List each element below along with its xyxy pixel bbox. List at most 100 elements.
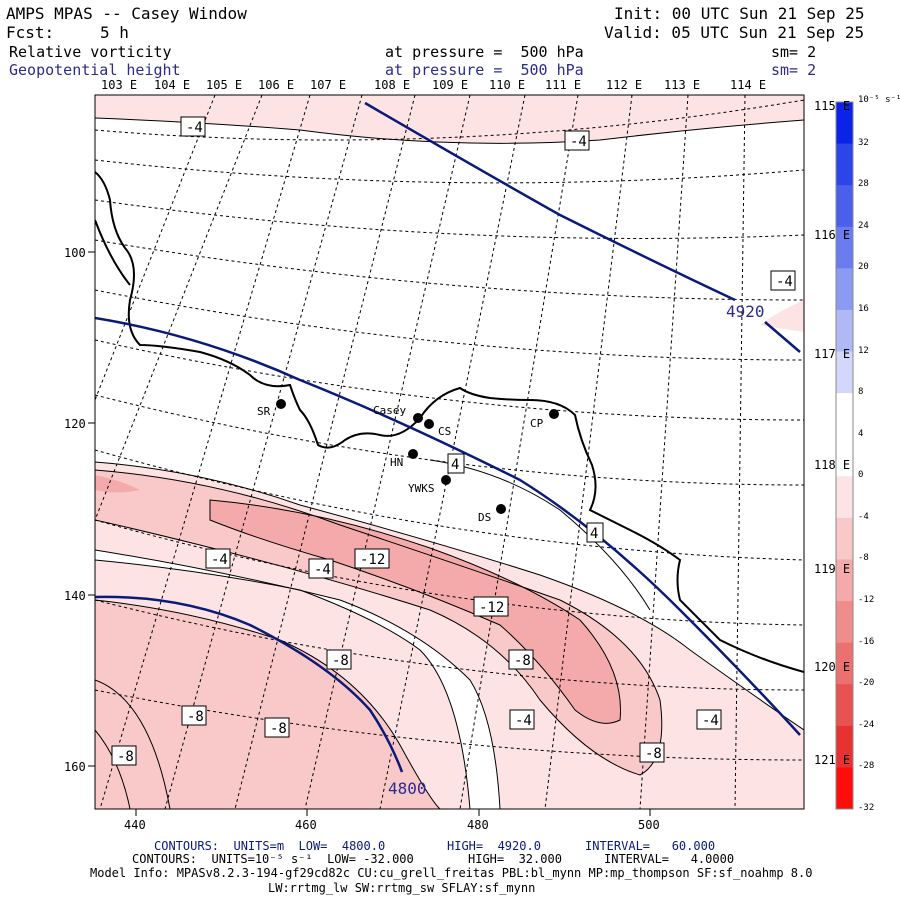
field2-name: Geopotential height — [9, 61, 181, 79]
colorbar-tick-label: -4 — [858, 511, 869, 522]
colorbar-swatch — [836, 601, 853, 644]
colorbar — [835, 101, 854, 810]
forecast-label: Fcst: — [6, 23, 55, 42]
station-ywks-marker[interactable] — [441, 475, 451, 485]
vorticity-shade-band-8 — [95, 470, 662, 775]
footer-height-contours: CONTOURS: UNITS=m LOW= 4800.0 — [154, 839, 386, 853]
lon-label-114: 114 E — [730, 78, 767, 92]
x-tick-440: 440 — [124, 818, 146, 832]
vort-label-11: -8 — [332, 653, 349, 669]
colorbar-tick-label: 8 — [858, 387, 864, 398]
vort-label-6: -4 — [702, 713, 719, 729]
colorbar-tick-label: 24 — [858, 220, 869, 231]
y-tick-160: 160 — [64, 760, 86, 774]
lon-label-110: 110 E — [489, 78, 526, 92]
lon-label-106: 106 E — [258, 78, 295, 92]
y-tick-140: 140 — [64, 589, 86, 603]
colorbar-unit: 10⁻⁵ s⁻¹ — [858, 95, 900, 105]
lon-label-107: 107 E — [310, 78, 347, 92]
vort-label-14: -8 — [270, 721, 287, 737]
colorbar-swatch — [836, 309, 853, 353]
colorbar-swatch — [836, 476, 853, 519]
station-ds-marker[interactable] — [496, 504, 506, 514]
lon-label-113: 113 E — [664, 78, 701, 92]
x-tick-480: 480 — [467, 818, 489, 832]
lon-label-104: 104 E — [154, 78, 191, 92]
station-label-cp: CP — [530, 417, 544, 430]
station-sr-marker[interactable] — [276, 399, 286, 409]
vort-label-15: -4 — [515, 713, 532, 729]
vort-label-8: 4 — [590, 526, 598, 542]
colorbar-swatch — [836, 102, 853, 145]
lon-label-105: 105 E — [206, 78, 243, 92]
footer-height-interval: INTERVAL= 60.000 — [585, 839, 716, 853]
axis-ticks — [88, 251, 651, 816]
vorticity-gap-upper — [95, 120, 804, 360]
vort-label-12: -8 — [514, 653, 531, 669]
colorbar-tick-label: 0 — [858, 470, 864, 481]
vort-label-3: -4 — [776, 274, 793, 290]
lon-label-121: 121 E — [814, 753, 851, 767]
height-label-4920: 4920 — [726, 302, 765, 321]
coastline — [95, 171, 804, 673]
vort-label-5: -4 — [314, 562, 331, 578]
colorbar-swatch — [836, 767, 853, 810]
colorbar-swatch — [836, 725, 853, 768]
footer-vort-interval: INTERVAL= 4.0000 — [604, 852, 735, 866]
colorbar-tick-label: -32 — [858, 803, 875, 813]
vorticity-labels: -4 -4 -4 -4 -4 -4 4 4 -12 -12 -8 -8 -8 -… — [111, 116, 796, 766]
colorbar-frame — [835, 101, 854, 810]
vorticity-contours — [95, 117, 804, 809]
colorbar-tick-label: -8 — [858, 553, 869, 564]
colorbar-swatch — [836, 351, 853, 394]
colorbar-tick-label: 32 — [858, 137, 869, 148]
vort-label-17: -8 — [645, 746, 662, 762]
vort-label-13: -8 — [187, 709, 204, 725]
lon-label-109: 109 E — [432, 78, 469, 92]
station-labels: SR Casey CS CP HN YWKS DS — [257, 404, 544, 524]
colorbar-tick-label: 12 — [858, 345, 869, 356]
footer-model-info: Model Info: MPASv8.2.3-194-gf29cd82c CU:… — [90, 866, 813, 880]
y-tick-100: 100 — [64, 246, 86, 260]
vorticity-shade-top — [95, 95, 804, 144]
field1-name: Relative vorticity — [9, 43, 172, 61]
map-frame — [94, 94, 805, 810]
vorticity-shade-band-12 — [210, 500, 621, 724]
station-casey-marker[interactable] — [413, 413, 423, 423]
lon-label-116: 116 E — [814, 228, 851, 242]
lon-label-118: 118 E — [814, 458, 851, 472]
lon-label-112: 112 E — [606, 78, 643, 92]
vort-label-1: -4 — [186, 120, 203, 136]
field2-smoothing: sm= 2 — [771, 61, 817, 79]
x-tick-460: 460 — [295, 818, 317, 832]
lon-label-115: 115 E — [814, 99, 851, 113]
colorbar-swatch — [836, 143, 853, 186]
lon-label-111: 111 E — [545, 78, 582, 92]
height-labels: 4920 4800 — [388, 302, 765, 798]
forecast-hour: 5 h — [100, 23, 129, 42]
station-cp-marker[interactable] — [549, 409, 559, 419]
vort-label-7: 4 — [451, 457, 459, 473]
init-time: Init: 00 UTC Sun 21 Sep 25 — [614, 4, 865, 23]
colorbar-tick-label: -28 — [858, 761, 875, 772]
footer-vort-high: HIGH= 32.000 — [468, 852, 562, 866]
geopotential-contours — [95, 101, 801, 773]
y-tick-120: 120 — [64, 417, 86, 431]
lon-label-120: 120 E — [814, 660, 851, 674]
colorbar-tick-label: 28 — [858, 179, 869, 190]
vorticity-shade-right — [760, 300, 804, 332]
colorbar-tick-label: -24 — [858, 719, 875, 730]
height-label-4800: 4800 — [388, 779, 427, 798]
colorbar-swatch — [836, 268, 853, 311]
colorbar-swatch — [836, 434, 853, 477]
colorbar-swatch — [836, 559, 853, 602]
station-hn-marker[interactable] — [408, 449, 418, 459]
station-cs-marker[interactable] — [424, 419, 434, 429]
footer-vort-contours: CONTOURS: UNITS=10⁻⁵ s⁻¹ LOW= -32.000 — [132, 852, 414, 866]
vorticity-shade-lower-8 — [95, 600, 440, 809]
colorbar-tick-label: -12 — [858, 595, 875, 606]
colorbar-tick-label: 16 — [858, 303, 869, 314]
station-label-ds: DS — [478, 511, 491, 524]
colorbar-tick-label: -20 — [858, 678, 875, 689]
